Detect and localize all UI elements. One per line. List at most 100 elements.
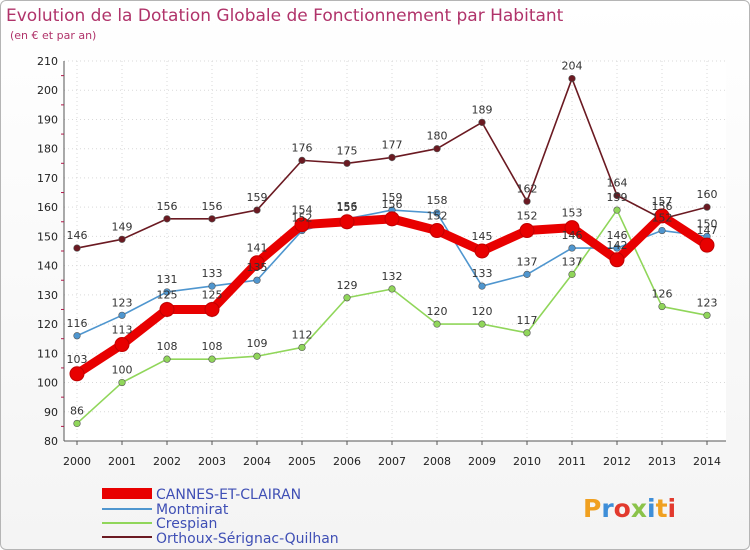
data-label-orthoux-s-rignac-quilhan: 164 xyxy=(607,176,628,189)
data-point-cannes-et-clairan xyxy=(654,208,670,224)
x-tick-label: 2004 xyxy=(243,455,271,468)
data-point-orthoux-s-rignac-quilhan xyxy=(703,203,711,211)
data-label-montmirat: 116 xyxy=(67,317,88,330)
data-point-crespian xyxy=(523,329,531,337)
data-point-crespian xyxy=(703,311,711,319)
proxiti-logo-text: Proxiti xyxy=(583,494,676,523)
data-point-crespian xyxy=(298,343,306,352)
data-label-montmirat: 135 xyxy=(247,261,268,274)
data-point-montmirat xyxy=(613,244,621,252)
data-label-cannes-et-clairan: 157 xyxy=(652,195,673,208)
legend-label-cannes: CANNES-ET-CLAIRAN xyxy=(156,487,301,503)
x-tick-label: 2010 xyxy=(513,455,541,468)
x-tick-label: 2012 xyxy=(603,455,631,468)
data-label-cannes-et-clairan: 142 xyxy=(607,239,628,252)
data-point-cannes-et-clairan xyxy=(519,223,535,239)
y-tick-label: 200 xyxy=(37,84,58,97)
x-tick-label: 2000 xyxy=(63,455,91,468)
series-group xyxy=(69,74,715,428)
data-label-crespian: 108 xyxy=(202,340,223,353)
x-tick-label: 2007 xyxy=(378,455,406,468)
x-tick-label: 2009 xyxy=(468,455,496,468)
y-tick-label: 190 xyxy=(37,113,58,126)
data-label-montmirat: 146 xyxy=(562,229,583,242)
y-tick-label: 160 xyxy=(37,201,58,214)
data-point-montmirat xyxy=(433,209,441,217)
data-label-orthoux-s-rignac-quilhan: 156 xyxy=(202,200,223,213)
data-point-crespian xyxy=(253,352,261,360)
data-point-orthoux-s-rignac-quilhan xyxy=(73,244,81,252)
x-tick-label: 2011 xyxy=(558,455,586,468)
x-tick-label: 2002 xyxy=(153,455,181,468)
data-point-cannes-et-clairan xyxy=(159,301,175,317)
data-label-montmirat: 158 xyxy=(427,194,448,207)
data-point-crespian xyxy=(388,285,396,293)
y-tick-label: 130 xyxy=(37,289,58,302)
data-point-montmirat xyxy=(658,226,666,235)
data-point-crespian xyxy=(73,419,81,428)
data-label-cannes-et-clairan: 152 xyxy=(517,210,538,223)
x-axis-ticks: 2000 2001 2002 2003 2004 2005 2006 2007 2008 2009… xyxy=(63,455,721,468)
data-label-cannes-et-clairan: 156 xyxy=(382,198,403,211)
data-label-montmirat: 152 xyxy=(292,212,313,225)
data-point-orthoux-s-rignac-quilhan xyxy=(478,118,486,126)
y-tick-label: 210 xyxy=(37,55,58,68)
data-label-montmirat: 123 xyxy=(112,296,133,309)
data-label-crespian: 120 xyxy=(427,305,448,318)
data-point-cannes-et-clairan xyxy=(429,223,445,239)
y-tick-label: 110 xyxy=(37,347,58,360)
data-label-cannes-et-clairan: 113 xyxy=(112,324,133,337)
y-tick-label: 80 xyxy=(44,435,58,448)
data-point-montmirat xyxy=(73,332,81,340)
data-point-cannes-et-clairan xyxy=(249,255,265,271)
data-point-orthoux-s-rignac-quilhan xyxy=(163,215,171,223)
data-point-orthoux-s-rignac-quilhan xyxy=(613,191,621,200)
data-label-crespian: 129 xyxy=(337,279,358,292)
y-axis-ticks: 80 90 100 110 120 130 140 150 160 170 180 190 200 210 xyxy=(37,55,64,448)
data-label-cannes-et-clairan: 155 xyxy=(337,201,358,214)
data-point-cannes-et-clairan xyxy=(474,243,490,259)
data-label-crespian: 100 xyxy=(112,364,133,377)
data-label-crespian: 120 xyxy=(472,305,493,318)
data-point-montmirat xyxy=(523,270,531,278)
x-tick-label: 2005 xyxy=(288,455,316,468)
data-label-montmirat: 146 xyxy=(607,229,628,242)
data-label-montmirat: 131 xyxy=(157,273,178,286)
data-label-orthoux-s-rignac-quilhan: 189 xyxy=(472,103,493,116)
data-label-montmirat: 152 xyxy=(652,212,673,225)
data-point-orthoux-s-rignac-quilhan xyxy=(253,206,261,214)
data-point-orthoux-s-rignac-quilhan xyxy=(298,156,306,164)
data-point-montmirat xyxy=(253,276,261,284)
y-tick-label: 180 xyxy=(37,143,58,156)
data-label-cannes-et-clairan: 154 xyxy=(292,204,313,217)
data-label-crespian: 112 xyxy=(292,328,313,341)
data-point-crespian xyxy=(118,378,126,387)
x-tick-label: 2014 xyxy=(693,455,721,468)
chart-subtitle: (en € et par an) xyxy=(10,29,96,42)
data-label-cannes-et-clairan: 125 xyxy=(202,288,223,301)
data-point-crespian xyxy=(478,320,486,328)
chart-title: Evolution de la Dotation Globale de Fonc… xyxy=(6,6,564,26)
data-label-crespian: 137 xyxy=(562,255,583,268)
data-point-montmirat xyxy=(208,282,216,290)
y-tick-label: 100 xyxy=(37,377,58,390)
data-point-cannes-et-clairan xyxy=(699,237,715,253)
legend: CANNES-ET-CLAIRAN Montmirat Crespian Ort… xyxy=(102,487,339,547)
data-label-orthoux-s-rignac-quilhan: 149 xyxy=(112,220,133,233)
data-label-orthoux-s-rignac-quilhan: 162 xyxy=(517,182,538,195)
legend-label-montmirat: Montmirat xyxy=(156,502,229,518)
data-label-montmirat: 133 xyxy=(202,267,223,280)
data-label-cannes-et-clairan: 125 xyxy=(157,288,178,301)
data-point-crespian xyxy=(343,294,351,302)
data-point-crespian xyxy=(658,302,666,311)
data-point-montmirat xyxy=(163,288,171,296)
data-label-montmirat: 156 xyxy=(337,200,358,213)
data-point-cannes-et-clairan xyxy=(294,217,310,233)
x-tick-label: 2008 xyxy=(423,455,451,468)
data-label-cannes-et-clairan: 147 xyxy=(697,224,718,237)
x-tick-label: 2001 xyxy=(108,455,136,468)
data-point-cannes-et-clairan xyxy=(69,366,85,382)
